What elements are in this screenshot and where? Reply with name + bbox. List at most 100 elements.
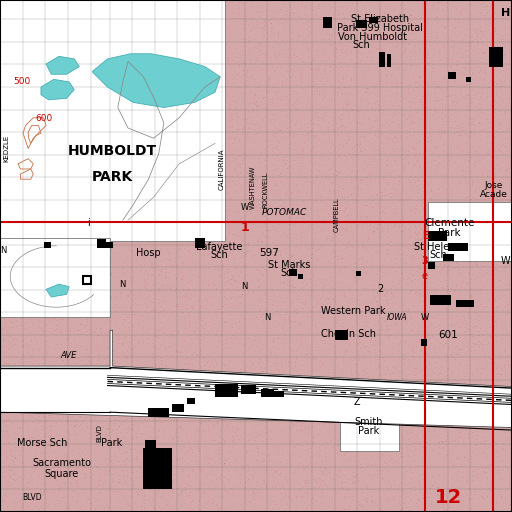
Point <box>72 46 80 54</box>
Point <box>103 344 112 352</box>
Point <box>475 312 483 321</box>
Point <box>18 80 27 89</box>
Point <box>493 418 501 426</box>
Point <box>204 58 212 67</box>
Point <box>358 255 366 263</box>
Point <box>71 381 79 390</box>
Point <box>224 411 232 419</box>
Point <box>370 342 378 350</box>
Point <box>179 0 187 5</box>
Point <box>305 220 313 228</box>
Point <box>293 287 302 295</box>
Point <box>390 147 398 155</box>
Point <box>476 28 484 36</box>
Point <box>173 445 181 454</box>
Point <box>127 273 135 281</box>
Point <box>340 378 349 386</box>
Point <box>152 26 160 34</box>
Point <box>47 424 55 433</box>
Point <box>254 38 263 46</box>
Point <box>505 89 512 97</box>
Point <box>77 118 86 126</box>
Point <box>74 322 82 330</box>
Point <box>365 403 373 411</box>
Point <box>212 498 221 506</box>
Point <box>270 359 279 367</box>
Point <box>32 264 40 272</box>
Point <box>65 504 73 512</box>
Point <box>190 10 199 18</box>
Point <box>225 310 233 318</box>
Point <box>274 397 283 405</box>
Point <box>81 302 90 310</box>
Point <box>129 291 137 299</box>
Point <box>328 308 336 316</box>
Point <box>330 118 338 126</box>
Point <box>139 392 147 400</box>
Point <box>376 9 384 17</box>
Point <box>242 247 250 255</box>
Point <box>24 462 32 470</box>
Point <box>119 99 127 107</box>
Point <box>479 425 487 433</box>
Point <box>356 106 365 114</box>
Point <box>279 322 287 330</box>
Point <box>0 403 5 412</box>
Point <box>42 279 51 287</box>
Point <box>349 373 357 381</box>
Point <box>322 252 330 261</box>
Point <box>54 80 62 88</box>
Point <box>26 216 34 224</box>
Point <box>137 126 145 135</box>
Point <box>303 245 311 253</box>
Point <box>174 483 182 492</box>
Point <box>262 428 270 436</box>
Point <box>316 275 324 283</box>
Point <box>281 475 289 483</box>
Point <box>331 377 339 386</box>
Point <box>91 504 99 512</box>
Point <box>205 221 214 229</box>
Point <box>43 365 51 373</box>
Point <box>24 189 32 197</box>
Point <box>172 347 180 355</box>
Point <box>83 311 91 319</box>
Point <box>415 335 423 344</box>
Point <box>168 282 176 290</box>
Point <box>326 465 334 473</box>
Point <box>284 394 292 402</box>
Point <box>246 108 254 116</box>
Point <box>313 413 321 421</box>
Point <box>435 321 443 329</box>
Point <box>343 211 351 219</box>
Point <box>443 497 452 505</box>
Point <box>83 495 92 503</box>
Point <box>42 393 51 401</box>
Point <box>165 41 174 50</box>
Point <box>159 54 167 62</box>
Point <box>408 271 416 279</box>
Point <box>392 89 400 97</box>
Point <box>49 238 57 246</box>
Point <box>226 247 234 255</box>
Point <box>276 201 285 209</box>
Point <box>234 468 242 476</box>
Point <box>259 247 267 255</box>
Point <box>499 14 507 23</box>
Point <box>217 245 225 253</box>
Point <box>415 44 423 52</box>
Point <box>503 164 511 172</box>
Point <box>212 474 220 482</box>
Point <box>310 133 318 141</box>
Point <box>349 425 357 433</box>
Point <box>28 353 36 361</box>
Point <box>43 213 51 221</box>
Point <box>106 39 114 47</box>
Point <box>466 104 474 112</box>
Point <box>249 474 258 482</box>
Point <box>313 274 322 283</box>
Point <box>421 438 430 446</box>
Point <box>10 377 18 385</box>
Point <box>136 144 144 153</box>
Point <box>448 99 456 108</box>
